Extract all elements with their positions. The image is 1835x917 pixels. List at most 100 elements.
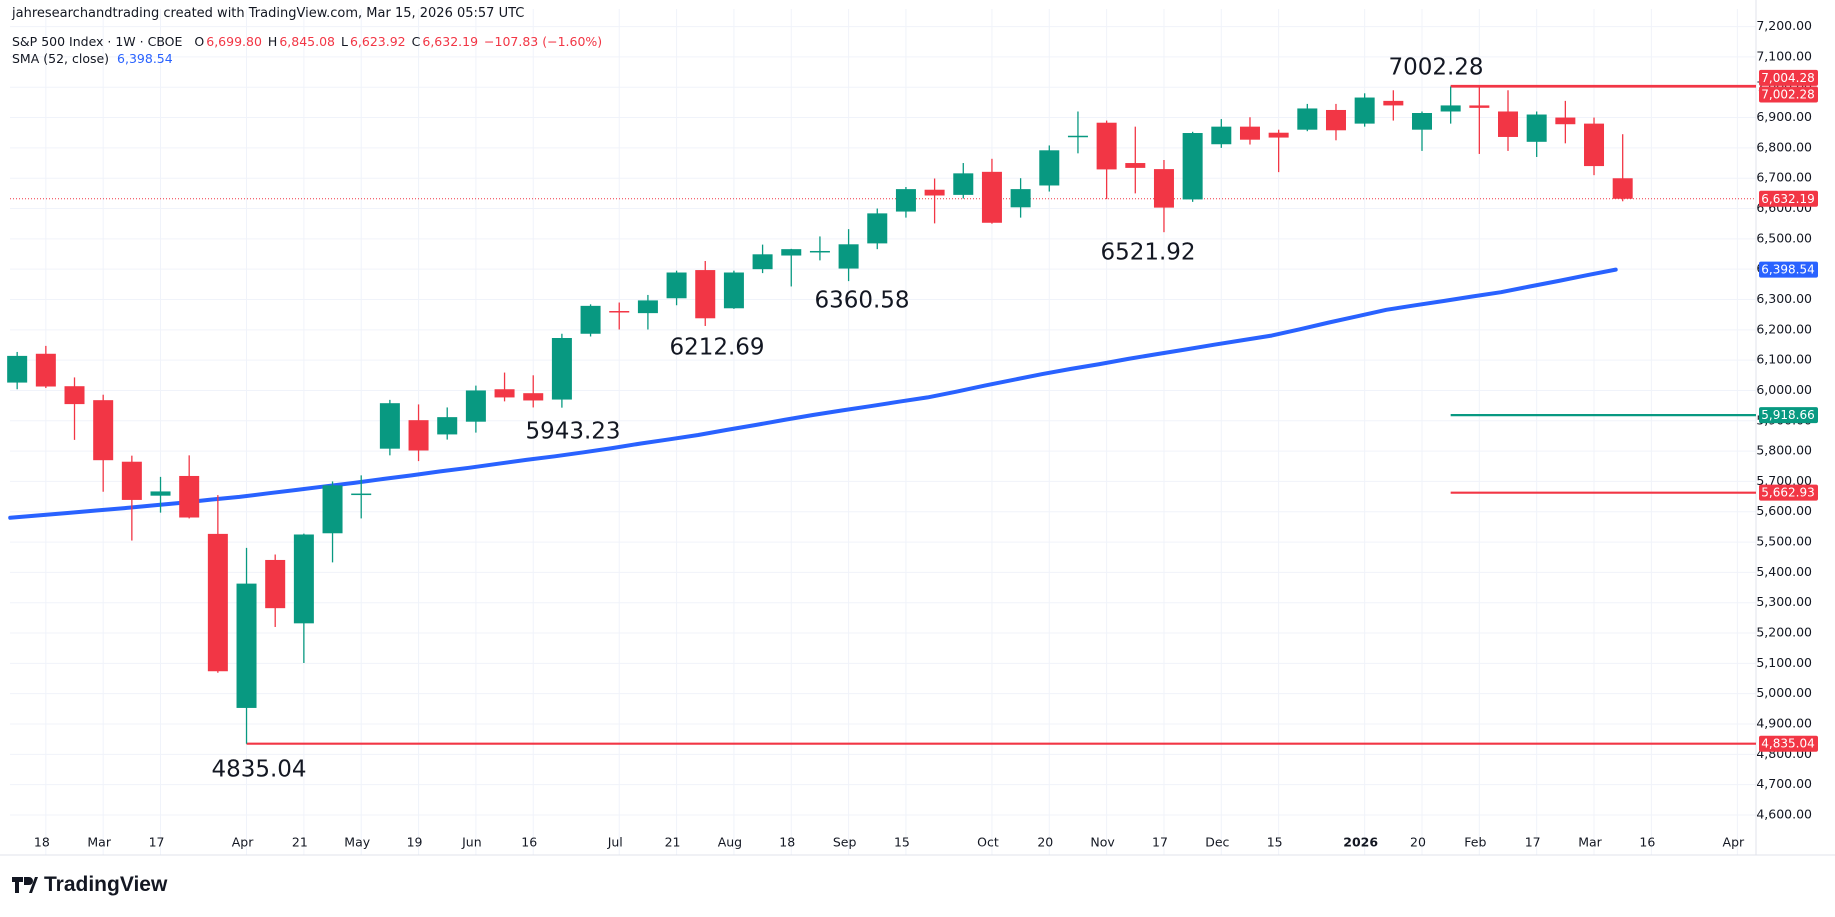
price-box <box>1759 735 1818 752</box>
candle-body <box>752 254 773 270</box>
x-tick-label: 19 <box>407 835 423 850</box>
price-box <box>1759 261 1818 278</box>
y-tick-label: 5,200.00 <box>1756 625 1812 640</box>
price-box <box>1759 69 1818 86</box>
y-tick-label: 6,900.00 <box>1756 109 1812 124</box>
y-tick-label: 4,600.00 <box>1756 806 1812 821</box>
candle-body <box>1096 122 1117 170</box>
y-tick-label: 7,100.00 <box>1756 48 1812 63</box>
ohlc-legend: S&P 500 Index · 1W · CBOE O 6,699.80 H 6,84… <box>12 34 608 49</box>
x-tick-label: 20 <box>1410 835 1426 850</box>
x-tick-label: 16 <box>1639 835 1655 850</box>
ohlc-key: L <box>341 34 348 49</box>
candle-body <box>437 417 458 435</box>
sma-legend: SMA (52, close) 6,398.54 <box>12 51 175 66</box>
price-box <box>1759 190 1818 207</box>
candle-body <box>523 393 544 401</box>
ohlc-value: 6,699.80 <box>206 34 262 49</box>
x-tick-label: May <box>344 835 370 850</box>
candle-body <box>953 173 974 195</box>
candle-body <box>1612 178 1633 199</box>
y-tick-label: 5,300.00 <box>1756 594 1812 609</box>
candle-body <box>1125 163 1146 168</box>
x-tick-label: 16 <box>521 835 537 850</box>
y-tick-label: 6,800.00 <box>1756 139 1812 154</box>
candle-body <box>838 244 859 269</box>
annotation: 7002.28 <box>1388 55 1483 81</box>
candle-body <box>867 213 888 244</box>
x-tick-label: Mar <box>87 835 111 850</box>
logo-text: TradingView <box>44 873 168 896</box>
ohlc-value: 6,845.08 <box>279 34 335 49</box>
candle-body <box>121 461 142 500</box>
x-tick-label: Aug <box>718 835 742 850</box>
price-box-label: 6,398.54 <box>1761 263 1814 277</box>
sma-value: 6,398.54 <box>117 51 173 66</box>
y-tick-label: 7,200.00 <box>1756 18 1812 33</box>
candle-body <box>1440 105 1461 112</box>
candle-body <box>1010 189 1031 208</box>
candle-body <box>1182 133 1203 200</box>
y-tick-label: 5,500.00 <box>1756 534 1812 549</box>
logo: TradingView <box>12 873 167 897</box>
x-tick-label: 15 <box>1267 835 1283 850</box>
y-tick-label: 6,500.00 <box>1756 230 1812 245</box>
candle-body <box>265 559 286 609</box>
candle-body <box>1211 126 1232 145</box>
price-box-label: 4,835.04 <box>1761 737 1814 751</box>
annotation: 6360.58 <box>814 288 909 314</box>
candle-body <box>179 475 200 518</box>
y-tick-label: 4,700.00 <box>1756 776 1812 791</box>
y-tick-label: 5,600.00 <box>1756 503 1812 518</box>
candle-body <box>695 270 716 319</box>
y-tick-label: 5,400.00 <box>1756 564 1812 579</box>
x-tick-label: 21 <box>665 835 681 850</box>
x-tick-label: 17 <box>1525 835 1541 850</box>
candle-body <box>1498 111 1519 137</box>
sma-line <box>8 267 1618 520</box>
candle-body <box>723 272 744 309</box>
candle-body <box>293 534 314 624</box>
x-tick-label: 17 <box>1152 835 1168 850</box>
price-box <box>1759 484 1818 501</box>
ohlc-value: 6,632.19 <box>422 34 479 49</box>
candle-body <box>981 171 1002 223</box>
price-box-label: 5,662.93 <box>1761 486 1814 500</box>
candle-body <box>1469 105 1490 108</box>
annotation: 6521.92 <box>1100 240 1195 266</box>
candle-body <box>551 338 572 400</box>
price-box <box>1759 86 1818 103</box>
x-tick-label: 2026 <box>1343 835 1378 850</box>
candle-body <box>580 305 601 334</box>
title: S&P 500 Index · 1W · CBOE <box>12 34 183 49</box>
candle-body <box>1039 150 1060 186</box>
x-tick-label: Mar <box>1578 835 1602 850</box>
candle-body <box>895 189 916 212</box>
sma-name: SMA (52, close) <box>12 51 110 66</box>
candle-body <box>1297 108 1318 130</box>
candle-body <box>1411 113 1432 130</box>
candle-body <box>93 400 114 461</box>
x-tick-label: Apr <box>232 835 254 850</box>
price-box-label: 6,632.19 <box>1761 192 1814 206</box>
candle-body <box>924 189 945 196</box>
candle-body <box>1584 123 1605 167</box>
x-tick-label: Sep <box>833 835 857 850</box>
candle-body <box>150 491 171 496</box>
candle-body <box>351 493 372 496</box>
x-tick-label: Nov <box>1090 835 1115 850</box>
y-tick-label: 6,000.00 <box>1756 382 1812 397</box>
y-tick-label: 5,800.00 <box>1756 443 1812 458</box>
candle-body <box>1383 100 1404 106</box>
y-tick-label: 5,700.00 <box>1756 473 1812 488</box>
candle-body <box>236 583 257 708</box>
y-tick-label: 6,700.00 <box>1756 170 1812 185</box>
candle-body <box>465 390 486 422</box>
annotation: 4835.04 <box>211 757 306 783</box>
annotation: 6212.69 <box>669 335 764 361</box>
y-tick-label: 6,100.00 <box>1756 352 1812 367</box>
candle-body <box>1153 169 1174 208</box>
x-tick-label: Apr <box>1723 835 1745 850</box>
x-tick-label: 21 <box>292 835 308 850</box>
attribution: jahresearchandtrading created with Tradi… <box>12 6 525 21</box>
